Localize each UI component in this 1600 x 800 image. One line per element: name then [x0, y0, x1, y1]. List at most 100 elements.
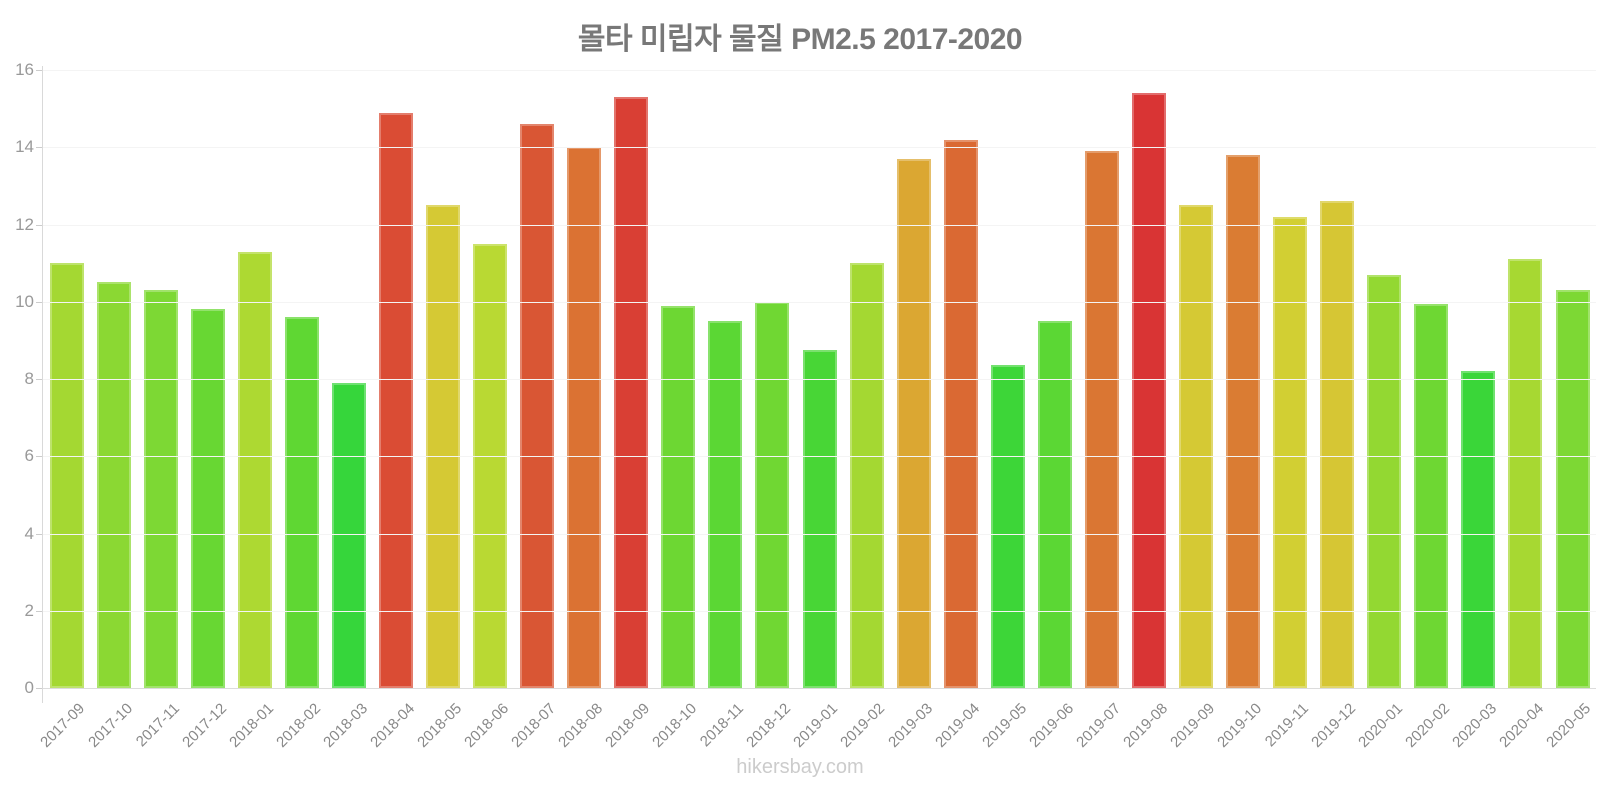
gridline-y-14 [43, 147, 1596, 149]
x-tick-label-2018-07: 2018-07 [508, 700, 560, 751]
x-tick-label-2019-02: 2019-02 [837, 700, 889, 751]
x-tick-label-2019-06: 2019-06 [1025, 700, 1077, 751]
bar-2017-10 [96, 282, 131, 688]
bar-slot [1220, 70, 1267, 688]
x-tick-label-2018-11: 2018-11 [697, 700, 748, 751]
y-tick-label-6: 6 [24, 446, 34, 466]
bar-slot [90, 70, 137, 688]
bar-slot [1361, 70, 1408, 688]
x-tick-label-2018-02: 2018-02 [272, 700, 324, 751]
bar-slot [1502, 70, 1549, 688]
bar-2017-12 [190, 309, 225, 688]
x-tick-label-2018-03: 2018-03 [319, 700, 371, 751]
x-tick-label-2018-12: 2018-12 [743, 700, 795, 751]
x-tick-label-2017-10: 2017-10 [84, 700, 136, 751]
bar-slot [1031, 70, 1078, 688]
bar-slot [561, 70, 608, 688]
bar-slot [1408, 70, 1455, 688]
bar-slot [467, 70, 514, 688]
bar-slot [702, 70, 749, 688]
x-tick-label-2019-05: 2019-05 [978, 700, 1030, 751]
bar-slot [1173, 70, 1220, 688]
bar-2019-01 [802, 350, 837, 688]
x-tick-label-2018-10: 2018-10 [649, 700, 701, 751]
bar-slot [1267, 70, 1314, 688]
x-tick-label-2017-12: 2017-12 [178, 700, 230, 751]
gridline-y-10 [43, 301, 1596, 303]
bar-slot [1314, 70, 1361, 688]
x-tick-label-2019-03: 2019-03 [884, 700, 936, 751]
bar-2019-03 [896, 158, 931, 688]
bar-2018-05 [426, 205, 461, 688]
gridline-y-16 [43, 70, 1596, 71]
bar-slot [655, 70, 702, 688]
bar-2017-09 [49, 263, 84, 688]
y-tick-label-14: 14 [15, 137, 34, 157]
bar-2020-04 [1508, 259, 1543, 688]
bar-2018-09 [614, 97, 649, 688]
bar-2018-11 [708, 321, 743, 688]
bar-2018-10 [661, 305, 696, 688]
bar-2019-02 [849, 263, 884, 688]
x-tick-label-2019-10: 2019-10 [1214, 700, 1266, 751]
x-tick-label-2018-04: 2018-04 [367, 700, 418, 751]
bar-slot [420, 70, 467, 688]
bar-2018-01 [237, 251, 272, 688]
x-tick-label-2019-07: 2019-07 [1072, 700, 1124, 751]
x-tick-label-2019-11: 2019-11 [1261, 700, 1313, 751]
bar-2018-08 [567, 147, 602, 688]
bar-2018-04 [378, 112, 413, 688]
bars-group [43, 70, 1596, 688]
x-tick-label-2019-08: 2019-08 [1119, 700, 1171, 751]
y-tick-mark-6 [36, 456, 42, 458]
x-tick-label-2020-02: 2020-02 [1402, 700, 1454, 751]
x-tick-label-2018-05: 2018-05 [414, 700, 466, 751]
bar-2017-11 [143, 290, 178, 688]
bar-slot [890, 70, 937, 688]
bar-slot [843, 70, 890, 688]
bar-2019-11 [1273, 216, 1308, 688]
x-tick-label-2020-04: 2020-04 [1496, 700, 1548, 751]
gridline-y-2 [43, 610, 1596, 612]
y-tick-mark-12 [36, 224, 42, 226]
y-tick-mark-16 [36, 70, 42, 71]
y-tick-mark-0 [36, 688, 42, 689]
y-tick-label-0: 0 [24, 678, 34, 697]
y-tick-mark-4 [36, 533, 42, 535]
bar-2020-05 [1555, 290, 1590, 688]
x-tick-label-2019-04: 2019-04 [931, 700, 983, 751]
bar-slot [1125, 70, 1172, 688]
y-tick-label-16: 16 [15, 60, 34, 79]
y-tick-mark-14 [36, 147, 42, 149]
bar-2018-06 [473, 243, 508, 688]
bar-slot [796, 70, 843, 688]
x-tick-label-2019-01: 2019-01 [790, 700, 842, 751]
bar-slot [749, 70, 796, 688]
bar-slot [372, 70, 419, 688]
bar-2018-12 [755, 301, 790, 688]
plot-area: 2017-09 2017-10 2017-11 2017-12 2018-01 2018-… [38, 70, 1596, 751]
bar-slot [1549, 70, 1596, 688]
bar-2019-10 [1226, 154, 1261, 688]
bar-2019-08 [1131, 93, 1166, 688]
y-tick-label-10: 10 [15, 291, 34, 311]
x-tick-label-2019-09: 2019-09 [1167, 700, 1219, 751]
x-tick-label-2018-08: 2018-08 [555, 700, 607, 751]
bar-2019-05 [990, 365, 1025, 688]
chart-title: 몰타 미립자 물질 PM2.5 2017-2020 [577, 23, 1023, 56]
x-tick-label-2017-09: 2017-09 [37, 700, 89, 751]
x-tick-label-2018-09: 2018-09 [602, 700, 654, 751]
bar-slot [137, 70, 184, 688]
bar-2019-07 [1084, 151, 1119, 688]
gridline-y-6 [43, 456, 1596, 458]
bar-slot [984, 70, 1031, 688]
x-tick-label-2018-06: 2018-06 [461, 700, 513, 751]
bar-slot [184, 70, 231, 688]
bar-2018-03 [331, 382, 366, 688]
bar-slot [1455, 70, 1502, 688]
x-tick-label-2020-01: 2020-01 [1355, 700, 1407, 751]
y-tick-label-4: 4 [24, 523, 34, 543]
bar-slot [1078, 70, 1125, 688]
gridline-y-4 [43, 533, 1596, 535]
bar-2020-03 [1461, 371, 1496, 688]
